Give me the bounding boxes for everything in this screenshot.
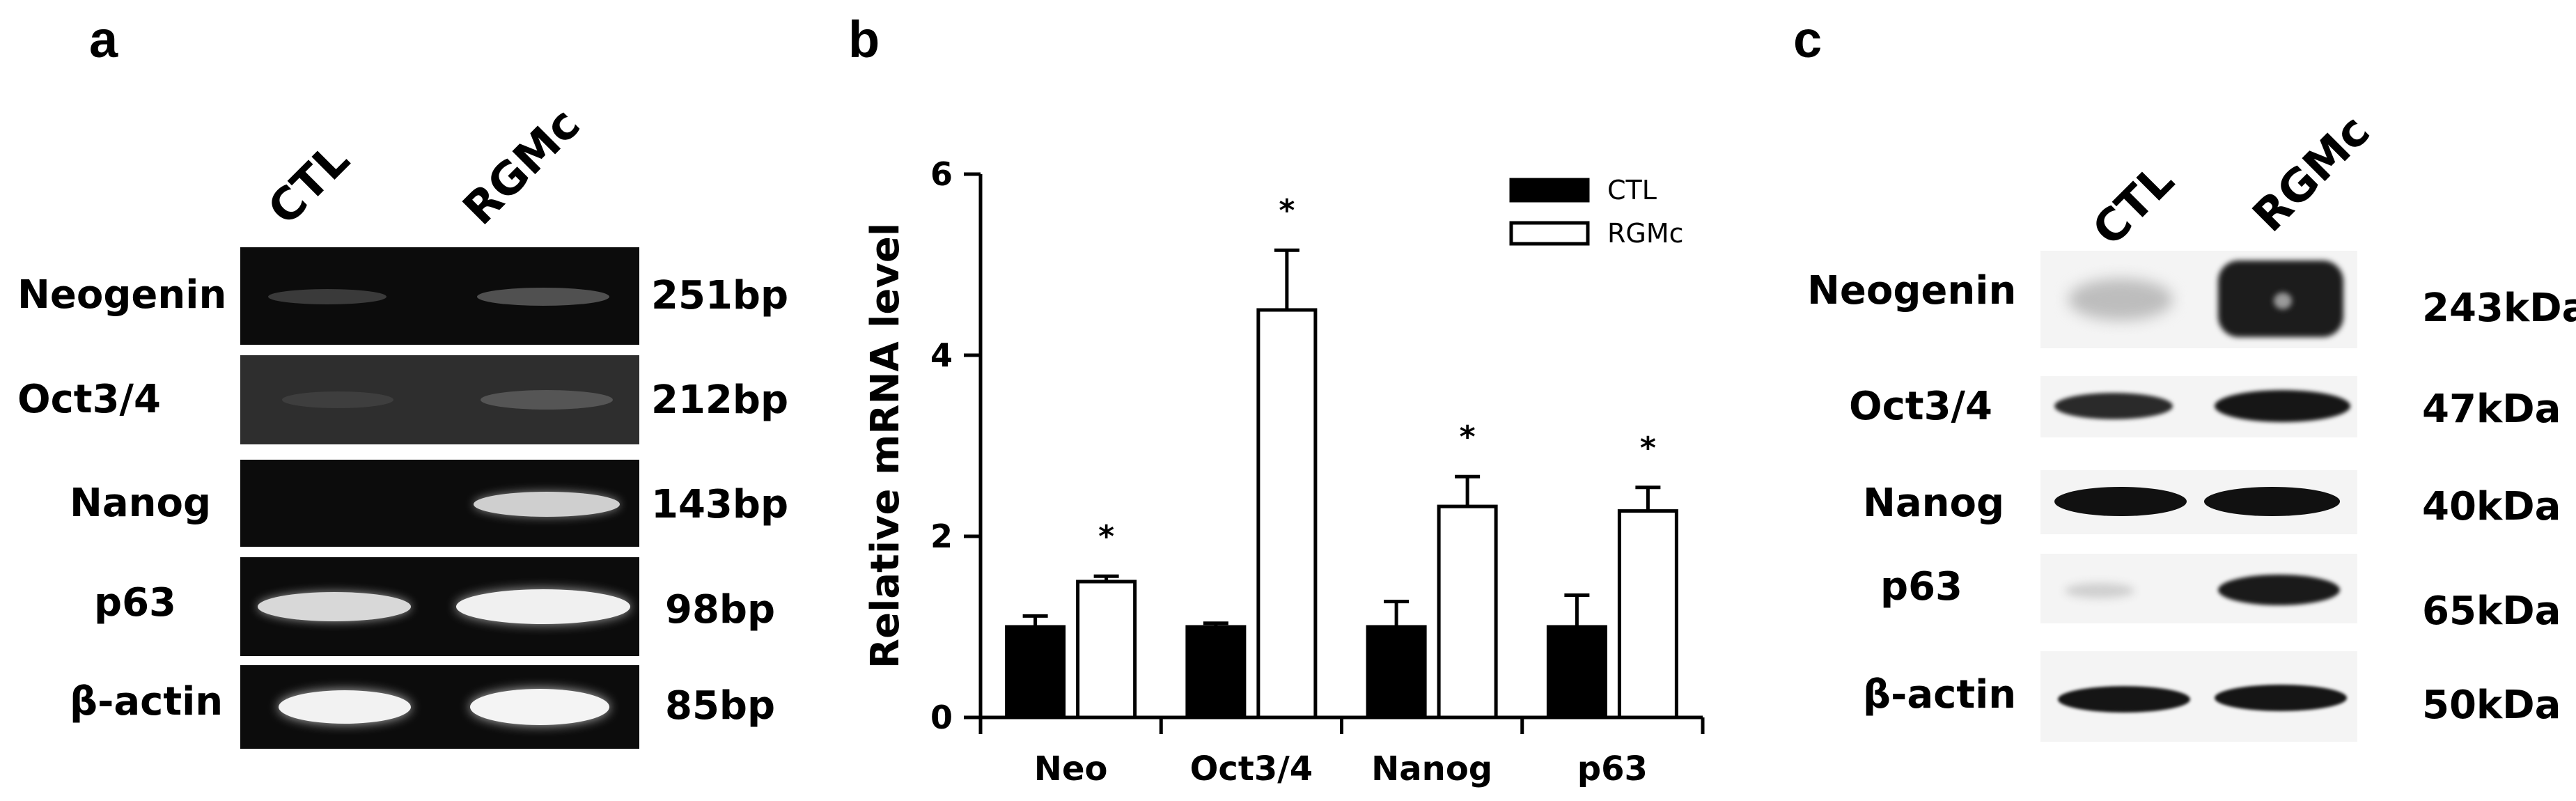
bar-chart: 0 2 4 6 Neo Oct3/4 Nanog p63 Relative mRNA level…: [863, 155, 1705, 788]
bar-rgmc-p63: [1617, 509, 1678, 720]
legend-swatch-rgmc: [1509, 221, 1590, 246]
protein-label: Neogenin: [1807, 268, 2017, 313]
y-tick-label: 6: [930, 155, 953, 193]
blot-row-beta-actin: [2040, 651, 2357, 742]
gel-lane-beta-actin: [240, 665, 639, 749]
band-size-label: 85bp: [665, 683, 776, 729]
gel-band: [477, 288, 609, 306]
gel-band: [258, 592, 411, 621]
x-tick-label: Nanog: [1371, 749, 1492, 788]
band-size-label: 143bp: [651, 482, 789, 527]
y-tick-label: 4: [930, 336, 953, 374]
band-size-label: 251bp: [651, 273, 789, 318]
significance-marker: *: [1460, 419, 1476, 455]
protein-size-label: 65kDa: [2422, 589, 2561, 634]
y-axis-label: Relative mRNA level: [863, 223, 908, 669]
protein-size-label: 40kDa: [2422, 484, 2561, 529]
gel-band: [279, 690, 411, 724]
chart-bars: * * * *: [1005, 193, 1678, 720]
significance-marker: *: [1640, 430, 1656, 466]
bar-ctl-p63: [1546, 625, 1607, 720]
blot-band: [2204, 487, 2340, 516]
bar-rgmc-nanog: [1437, 504, 1498, 720]
gene-label: p63: [94, 580, 177, 625]
gel-band: [456, 589, 630, 624]
band-size-label: 212bp: [651, 378, 789, 423]
gene-label: β-actin: [70, 679, 224, 724]
blot-band: [2065, 583, 2134, 598]
blot-row-nanog: [2040, 470, 2357, 534]
blot-band: [2068, 279, 2173, 320]
gene-label: Neogenin: [17, 272, 227, 318]
protein-label: p63: [1880, 564, 1963, 609]
gene-label: Oct3/4: [17, 377, 161, 422]
blot-band: [2215, 390, 2350, 422]
significance-marker: *: [1279, 193, 1295, 228]
lane-label-ctl: CTL: [258, 134, 360, 235]
protein-label: Oct3/4: [1849, 384, 1992, 429]
blot-band: [2054, 487, 2187, 516]
blot-row-neogenin: [2040, 251, 2357, 348]
gel-band: [268, 289, 387, 304]
lane-label-rgmc: RGMc: [453, 98, 591, 235]
panel-b-label: b: [848, 10, 880, 68]
panel-c-label: c: [1793, 10, 1822, 68]
x-tick-label: Neo: [1034, 749, 1108, 788]
lane-label-ctl: CTL: [2083, 155, 2185, 256]
protein-size-label: 50kDa: [2422, 683, 2561, 728]
chart-legend: CTL RGMc: [1509, 175, 1684, 249]
gel-band: [282, 391, 393, 408]
significance-marker: *: [1098, 519, 1114, 554]
y-tick-label: 0: [930, 699, 953, 736]
bar-rgmc-neo: [1076, 580, 1137, 720]
bar-rgmc-oct34: [1256, 308, 1318, 720]
blot-band: [2215, 685, 2347, 711]
protein-size-label: 47kDa: [2422, 387, 2561, 432]
gel-lane-oct34: [240, 355, 639, 444]
gene-label: Nanog: [70, 481, 212, 526]
gel-lane-p63: [240, 557, 639, 656]
blot-row-p63: [2040, 554, 2357, 623]
blot-band: [2218, 575, 2340, 605]
x-tick-label: p63: [1577, 749, 1648, 788]
blot-band-highlight: [2274, 293, 2292, 309]
legend-label-rgmc: RGMc: [1607, 218, 1684, 249]
x-tick-label: Oct3/4: [1190, 749, 1313, 788]
legend-swatch-ctl: [1509, 178, 1590, 203]
gel-band: [470, 689, 609, 725]
blot-band: [2054, 393, 2173, 419]
gel-band: [481, 390, 613, 410]
bar-ctl-neo: [1005, 625, 1066, 720]
y-tick-label: 2: [930, 518, 953, 555]
bar-ctl-nanog: [1366, 625, 1427, 720]
blot-band: [2058, 686, 2190, 713]
gel-lane-neogenin: [240, 247, 639, 345]
protein-size-label: 243kDa: [2422, 286, 2576, 331]
blot-row-oct34: [2040, 376, 2357, 437]
legend-label-ctl: CTL: [1607, 175, 1657, 205]
panel-a-label: a: [89, 10, 118, 68]
protein-label: Nanog: [1863, 481, 2005, 526]
protein-label: β-actin: [1863, 672, 2017, 717]
lane-label-rgmc: RGMc: [2243, 105, 2380, 242]
band-size-label: 98bp: [665, 587, 776, 632]
gel-lane-nanog: [240, 460, 639, 547]
chart-axes: 0 2 4 6 Neo Oct3/4 Nanog p63 Relative mRNA level: [863, 155, 1705, 788]
bar-ctl-oct34: [1185, 625, 1247, 720]
gel-band: [474, 492, 620, 517]
